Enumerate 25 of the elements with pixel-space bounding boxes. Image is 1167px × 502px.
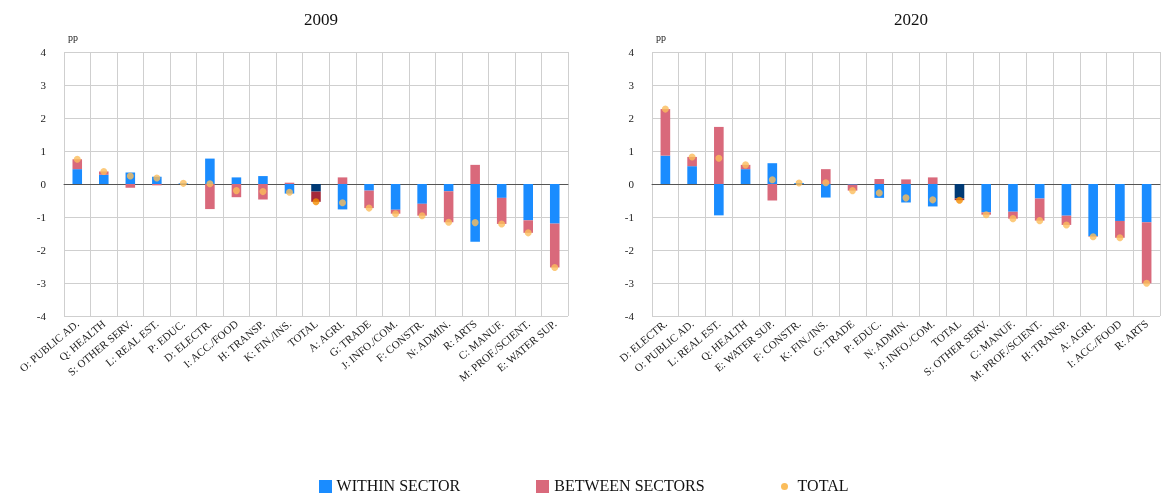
chart-title: 2020 bbox=[894, 10, 928, 29]
y-tick-label: 0 bbox=[40, 178, 47, 190]
y-tick-label: 0 bbox=[628, 178, 635, 190]
y-tick-label: -4 bbox=[624, 310, 635, 322]
y-tick-label: 3 bbox=[40, 79, 47, 91]
y-tick-label: 4 bbox=[628, 46, 635, 58]
y-tick-label: 1 bbox=[40, 145, 46, 157]
legend-label: BETWEEN SECTORS bbox=[554, 477, 705, 495]
legend-label: TOTAL bbox=[797, 477, 849, 495]
y-tick-label: -3 bbox=[36, 277, 47, 289]
y-tick-label: 3 bbox=[628, 79, 635, 91]
y-tick-label: 4 bbox=[40, 46, 47, 58]
legend-label: WITHIN SECTOR bbox=[336, 477, 461, 495]
y-tick-label: -3 bbox=[624, 277, 635, 289]
y-axis-title: pp bbox=[68, 31, 78, 43]
y-tick-label: -2 bbox=[36, 244, 46, 256]
y-tick-label: -2 bbox=[624, 244, 634, 256]
y-axis-title: pp bbox=[656, 31, 666, 43]
y-tick-label: -4 bbox=[36, 310, 47, 322]
y-tick-label: 1 bbox=[628, 145, 634, 157]
y-tick-label: -1 bbox=[624, 211, 634, 223]
chart-title: 2009 bbox=[304, 10, 338, 29]
y-tick-label: 2 bbox=[628, 112, 634, 124]
y-tick-label: -1 bbox=[36, 211, 46, 223]
y-tick-label: 2 bbox=[40, 112, 46, 124]
